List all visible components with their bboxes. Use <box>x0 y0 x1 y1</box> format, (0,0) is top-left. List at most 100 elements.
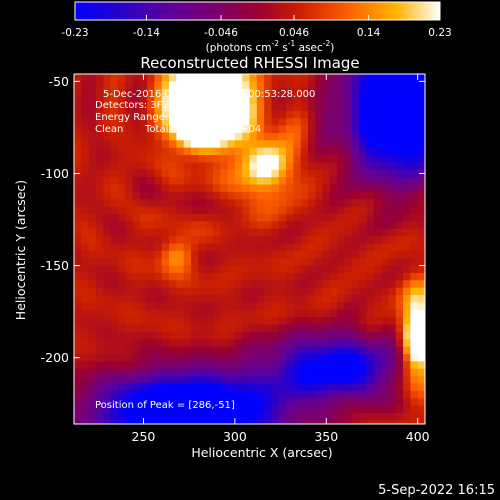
heatmap-cell <box>161 272 170 281</box>
heatmap-cell <box>329 250 338 259</box>
heatmap-cell <box>388 390 397 399</box>
heatmap-cell <box>132 250 141 259</box>
heatmap-cell <box>117 376 126 385</box>
heatmap-cell <box>403 354 411 362</box>
heatmap-cell <box>176 140 185 149</box>
heatmap-cell <box>300 265 309 274</box>
heatmap-cell <box>154 317 163 326</box>
heatmap-cell <box>154 147 163 156</box>
heatmap-cell <box>344 272 353 281</box>
heatmap-cell <box>388 398 397 407</box>
heatmap-cell <box>388 140 397 149</box>
heatmap-cell <box>103 110 112 119</box>
heatmap-cell <box>103 191 112 200</box>
heatmap-cell <box>103 74 112 82</box>
heatmap-cell <box>132 118 141 127</box>
heatmap-cell <box>249 199 258 208</box>
heatmap-cell <box>198 103 207 112</box>
heatmap-cell <box>249 272 258 281</box>
heatmap-cell <box>278 376 287 385</box>
heatmap-cell <box>359 206 368 215</box>
heatmap-cell <box>351 250 360 259</box>
heatmap-cell <box>176 250 185 259</box>
heatmap-cell <box>256 376 265 385</box>
heatmap-cell <box>264 110 273 119</box>
heatmap-cell <box>315 309 324 318</box>
heatmap-cell <box>191 368 199 377</box>
heatmap-cell <box>373 88 382 97</box>
heatmap-cell <box>381 103 390 112</box>
heatmap-cell <box>125 184 134 193</box>
heatmap-cell <box>88 368 97 377</box>
heatmap-cell <box>417 295 425 304</box>
heatmap-cell <box>198 184 207 193</box>
heatmap-cell <box>183 140 192 149</box>
heatmap-cell <box>220 368 229 377</box>
heatmap-cell <box>139 206 148 215</box>
heatmap-cell <box>212 236 221 245</box>
heatmap-cell <box>373 265 382 274</box>
heatmap-cell <box>103 236 112 245</box>
heatmap-cell <box>381 228 390 237</box>
heatmap-cell <box>410 88 419 97</box>
heatmap-cell <box>139 110 148 119</box>
heatmap-cell <box>234 169 243 178</box>
heatmap-cell <box>249 376 258 385</box>
heatmap-cell <box>161 140 170 149</box>
heatmap-cell <box>147 147 156 156</box>
heatmap-cell <box>293 420 302 424</box>
heatmap-cell <box>198 368 207 377</box>
heatmap-cell <box>322 132 331 141</box>
heatmap-cell <box>395 162 404 171</box>
heatmap-cell <box>278 169 287 178</box>
heatmap-cell <box>117 221 126 230</box>
heatmap-cell <box>286 243 294 252</box>
heatmap-cell <box>308 317 316 326</box>
heatmap-cell <box>278 214 287 222</box>
heatmap-cell <box>417 324 425 333</box>
heatmap-cell <box>300 280 309 289</box>
heatmap-cell <box>256 405 265 414</box>
heatmap-cell <box>125 295 134 304</box>
heatmap-cell <box>388 74 397 82</box>
heatmap-cell <box>271 110 280 119</box>
heatmap-cell <box>403 302 411 311</box>
heatmap-cell <box>117 280 126 289</box>
heatmap-cell <box>110 236 119 245</box>
heatmap-cell <box>403 383 411 392</box>
heatmap-cell <box>198 361 207 370</box>
heatmap-cell <box>198 81 207 90</box>
heatmap-cell <box>147 243 156 252</box>
heatmap-cell <box>359 317 368 326</box>
heatmap-cell <box>351 295 360 304</box>
heatmap-cell <box>410 354 419 362</box>
heatmap-cell <box>373 272 382 281</box>
heatmap-cell <box>322 258 331 267</box>
heatmap-cell <box>286 354 294 362</box>
heatmap-cell <box>351 272 360 281</box>
heatmap-cell <box>381 390 390 399</box>
heatmap-cell <box>132 81 141 90</box>
heatmap-cell <box>264 162 273 171</box>
heatmap-cell <box>117 236 126 245</box>
heatmap-cell <box>359 199 368 208</box>
heatmap-cell <box>417 390 425 399</box>
heatmap-cell <box>271 302 280 311</box>
heatmap-cell <box>366 390 375 399</box>
heatmap-cell <box>344 147 353 156</box>
heatmap-cell <box>366 324 375 333</box>
heatmap-cell <box>395 398 404 407</box>
heatmap-cell <box>308 272 316 281</box>
heatmap-cell <box>381 412 390 421</box>
heatmap-cell <box>88 147 97 156</box>
heatmap-cell <box>293 339 302 348</box>
heatmap-cell <box>191 88 199 97</box>
heatmap-cell <box>395 147 404 156</box>
heatmap-cell <box>125 265 134 274</box>
heatmap-cell <box>110 398 119 407</box>
heatmap-cell <box>300 302 309 311</box>
heatmap-cell <box>308 295 316 304</box>
heatmap-cell <box>103 206 112 215</box>
heatmap-cell <box>227 155 236 164</box>
heatmap-cell <box>212 250 221 259</box>
